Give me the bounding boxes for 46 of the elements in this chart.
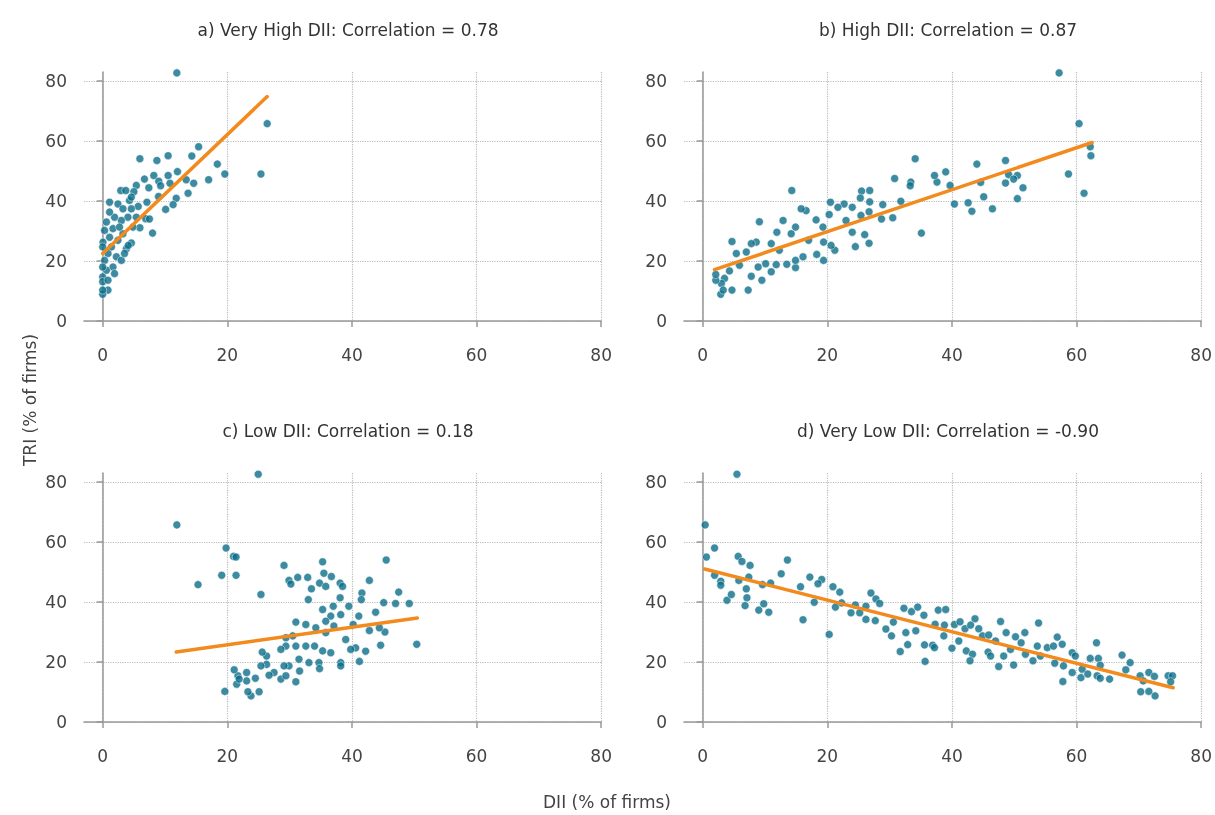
y-tick-label: 60	[45, 532, 67, 552]
x-tick-label: 80	[590, 344, 612, 365]
x-tick-label: 0	[97, 344, 109, 365]
y-tick-label: 0	[56, 712, 67, 732]
x-tick-label: 20	[816, 344, 839, 365]
y-tick-label: 80	[645, 472, 667, 492]
y-tick-label: 60	[645, 532, 667, 552]
chart-title: d) Very Low DII: Correlation = -0.90	[797, 420, 1099, 441]
y-tick-label: 60	[645, 131, 667, 151]
x-tick-label: 40	[341, 745, 363, 766]
x-tick-label: 60	[1065, 344, 1088, 365]
y-tick-label: 0	[56, 311, 67, 331]
x-tick-label: 0	[97, 745, 109, 766]
chart-title: c) Low DII: Correlation = 0.18	[222, 420, 474, 441]
x-tick-label: 60	[465, 745, 488, 766]
y-tick-label: 0	[656, 311, 667, 331]
x-axis-title: DII (% of firms)	[543, 792, 671, 812]
x-tick-label: 40	[341, 344, 363, 365]
x-tick-label: 20	[216, 344, 239, 365]
y-axis-title: TRI (% of firms)	[20, 333, 40, 467]
x-tick-label: 80	[590, 745, 612, 766]
x-tick-label: 20	[816, 745, 839, 766]
y-tick-label: 20	[45, 652, 67, 672]
y-tick-label: 20	[645, 251, 667, 271]
chart-title: a) Very High DII: Correlation = 0.78	[197, 19, 499, 40]
x-tick-label: 0	[697, 745, 709, 766]
y-tick-label: 80	[45, 472, 67, 492]
y-tick-label: 60	[45, 131, 67, 151]
x-tick-label: 80	[1190, 344, 1212, 365]
y-tick-label: 80	[645, 71, 667, 91]
y-tick-label: 80	[45, 71, 67, 91]
x-tick-label: 20	[216, 745, 239, 766]
x-tick-label: 40	[941, 745, 963, 766]
x-tick-label: 60	[1065, 745, 1088, 766]
x-tick-label: 60	[465, 344, 488, 365]
y-tick-label: 40	[45, 191, 67, 211]
x-tick-label: 40	[941, 344, 963, 365]
y-tick-label: 40	[645, 191, 667, 211]
x-tick-label: 0	[697, 344, 709, 365]
y-tick-label: 20	[45, 251, 67, 271]
x-tick-label: 80	[1190, 745, 1212, 766]
chart-title: b) High DII: Correlation = 0.87	[818, 19, 1078, 40]
y-tick-label: 40	[45, 592, 67, 612]
y-tick-label: 40	[645, 592, 667, 612]
y-tick-label: 0	[656, 712, 667, 732]
y-tick-label: 20	[645, 652, 667, 672]
